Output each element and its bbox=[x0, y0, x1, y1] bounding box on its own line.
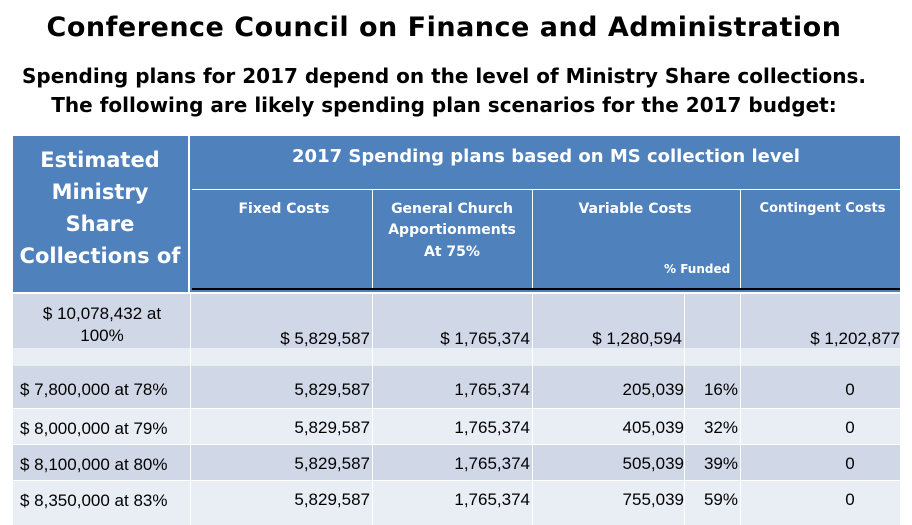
row-general: 1,765,374 bbox=[454, 490, 530, 509]
baseline-row bbox=[13, 294, 900, 348]
column-divider bbox=[532, 294, 533, 525]
row-fixed: 5,829,587 bbox=[294, 490, 370, 509]
table-row bbox=[13, 366, 900, 408]
row-variable: 755,039 bbox=[622, 490, 684, 509]
header-fixed-costs: Fixed Costs bbox=[238, 201, 330, 217]
header-general-church-pct: At 75% bbox=[424, 244, 480, 260]
header-divider bbox=[532, 189, 533, 289]
header-separator bbox=[192, 189, 900, 190]
header-general-church: General Church Apportionments bbox=[388, 201, 516, 238]
header-divider bbox=[740, 189, 741, 289]
row-contingent: 0 bbox=[845, 380, 855, 399]
row-fixed: 5,829,587 bbox=[294, 380, 370, 399]
header-variable-costs: Variable Costs bbox=[578, 201, 692, 217]
header-pct-funded: % Funded bbox=[664, 262, 731, 276]
row-contingent: 0 bbox=[845, 454, 855, 473]
header-left-cell bbox=[13, 136, 190, 292]
row-variable: 205,039 bbox=[622, 380, 684, 399]
baseline-collections: $ 10,078,432 at bbox=[42, 304, 162, 323]
row-contingent: 0 bbox=[845, 418, 855, 437]
row-general: 1,765,374 bbox=[454, 380, 530, 399]
baseline-collections-pct: 100% bbox=[80, 326, 124, 345]
row-collections: $ 8,000,000 at 79% bbox=[20, 419, 168, 438]
column-divider bbox=[740, 294, 741, 525]
table-row bbox=[13, 445, 900, 480]
row-general: 1,765,374 bbox=[454, 454, 530, 473]
row-fixed: 5,829,587 bbox=[294, 454, 370, 473]
header-collections-label: Estimated Ministry Share Collections of bbox=[19, 148, 181, 268]
header-bottom-border bbox=[192, 288, 900, 290]
row-pct-funded: 59% bbox=[703, 490, 738, 509]
column-divider bbox=[372, 294, 373, 525]
row-variable: 405,039 bbox=[622, 418, 684, 437]
row-general: 1,765,374 bbox=[454, 418, 530, 437]
spacer-row bbox=[13, 348, 900, 366]
row-pct-funded: 39% bbox=[703, 454, 738, 473]
row-collections: $ 8,100,000 at 80% bbox=[20, 455, 168, 474]
subtitle-line-1: Spending plans for 2017 depend on the le… bbox=[21, 64, 866, 88]
header-divider bbox=[372, 189, 373, 289]
header-contingent-costs: Contingent Costs bbox=[759, 201, 886, 216]
column-divider bbox=[190, 294, 191, 525]
row-pct-funded: 32% bbox=[703, 418, 738, 437]
row-fixed: 5,829,587 bbox=[294, 418, 370, 437]
subtitle-line-2: The following are likely spending plan s… bbox=[51, 93, 837, 117]
header-spending-plans-label: 2017 Spending plans based on MS collecti… bbox=[292, 146, 800, 167]
row-collections: $ 8,350,000 at 83% bbox=[20, 491, 168, 510]
baseline-variable: $ 1,280,594 bbox=[592, 329, 682, 348]
column-divider bbox=[684, 294, 685, 525]
baseline-fixed: $ 5,829,587 bbox=[280, 329, 370, 348]
row-pct-funded: 16% bbox=[703, 380, 738, 399]
table-row bbox=[13, 481, 900, 525]
row-variable: 505,039 bbox=[622, 454, 684, 473]
row-contingent: 0 bbox=[845, 490, 855, 509]
page-title: Conference Council on Finance and Admini… bbox=[46, 12, 842, 43]
baseline-general: $ 1,765,374 bbox=[440, 329, 530, 348]
baseline-contingent: $ 1,202,877 bbox=[810, 329, 900, 348]
table-row bbox=[13, 409, 900, 444]
row-collections: $ 7,800,000 at 78% bbox=[20, 380, 168, 399]
